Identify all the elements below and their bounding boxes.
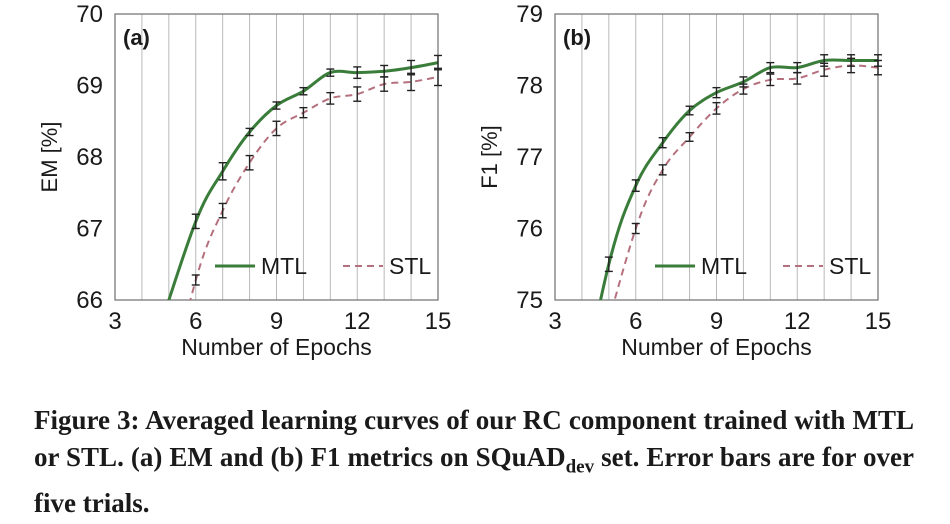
error-bar-stl <box>631 222 640 235</box>
y-tick-label: 78 <box>516 73 543 100</box>
y-tick-label: 77 <box>516 144 543 171</box>
x-tick-label: 9 <box>270 308 283 335</box>
error-bar-stl <box>847 57 856 74</box>
error-bar-stl <box>793 71 802 85</box>
error-bar-stl <box>191 274 200 286</box>
series-line-stl <box>189 75 438 300</box>
error-bar-stl <box>766 73 775 87</box>
error-bar-stl <box>658 164 667 176</box>
y-tick-label: 69 <box>76 73 103 100</box>
y-tick-label: 75 <box>516 287 543 314</box>
series-line-mtl <box>167 61 438 300</box>
caption-subscript: dev <box>565 456 595 478</box>
y-tick-label: 67 <box>76 216 103 243</box>
x-tick-label: 9 <box>710 308 723 335</box>
plot-area <box>167 61 438 300</box>
error-bar-stl <box>407 72 416 92</box>
error-bar-stl <box>218 202 227 219</box>
x-tick-label: 12 <box>344 308 371 335</box>
y-tick-label: 66 <box>76 287 103 314</box>
legend: MTL STL <box>655 253 871 279</box>
x-axis-title: Number of Epochs <box>181 334 371 360</box>
error-bar-mtl <box>299 86 308 96</box>
chart-panel-b: 3 6 9 12 15 75 76 77 78 79 Number of Epochs F1 [%] (… <box>477 1 892 360</box>
error-bar-mtl <box>604 256 613 273</box>
y-tick-label: 76 <box>516 216 543 243</box>
panel-label: (b) <box>563 25 591 50</box>
error-bar-mtl <box>766 61 775 74</box>
y-axis-title: EM [%] <box>37 122 62 193</box>
y-axis-title: F1 [%] <box>477 125 502 189</box>
series-line-stl <box>613 64 878 300</box>
x-tick-label: 15 <box>865 308 892 335</box>
error-bar-stl <box>353 86 362 102</box>
error-bar-stl <box>712 101 721 115</box>
x-tick-label: 6 <box>629 308 642 335</box>
legend: MTL STL <box>215 253 431 279</box>
panel-label: (a) <box>123 25 150 50</box>
error-bar-mtl <box>191 213 200 230</box>
figure-caption: Figure 3: Averaged learning curves of ou… <box>34 402 914 522</box>
plot-frame <box>554 13 879 301</box>
error-bar-stl <box>299 106 308 119</box>
error-bar-stl <box>245 154 254 171</box>
x-tick-label: 3 <box>548 308 561 335</box>
legend-label-mtl: MTL <box>701 253 747 279</box>
error-bar-mtl <box>685 105 694 116</box>
plot-frame <box>114 13 439 301</box>
error-bar-stl <box>272 120 281 137</box>
y-tick-label: 70 <box>76 1 103 28</box>
x-axis-title: Number of Epochs <box>621 334 811 360</box>
error-bar-mtl <box>326 68 335 77</box>
x-tick-label: 3 <box>108 308 121 335</box>
error-bar-mtl <box>631 179 640 193</box>
error-bar-stl <box>820 62 829 77</box>
caption-tail: set. Error bars are for over five trials… <box>34 442 914 519</box>
error-bar-stl <box>380 76 389 92</box>
error-bar-mtl <box>272 101 281 110</box>
y-tick-label: 79 <box>516 1 543 28</box>
error-bar-mtl <box>353 66 362 80</box>
error-bar-stl <box>874 59 882 76</box>
x-tick-label: 6 <box>189 308 202 335</box>
x-tick-label: 12 <box>784 308 811 335</box>
legend-label-mtl: MTL <box>261 253 307 279</box>
error-bar-mtl <box>245 127 254 137</box>
error-bar-stl <box>326 91 335 105</box>
error-bar-mtl <box>712 86 721 99</box>
x-tick-label: 15 <box>425 308 452 335</box>
error-bar-stl <box>685 131 694 142</box>
error-bar-stl <box>739 83 748 95</box>
error-bar-stl <box>434 67 442 87</box>
y-tick-label: 68 <box>76 144 103 171</box>
error-bar-mtl <box>218 162 227 181</box>
legend-label-stl: STL <box>829 253 871 279</box>
legend-label-stl: STL <box>389 253 431 279</box>
error-bar-mtl <box>658 136 667 149</box>
caption-text: Figure 3: Averaged learning curves of ou… <box>34 405 914 472</box>
